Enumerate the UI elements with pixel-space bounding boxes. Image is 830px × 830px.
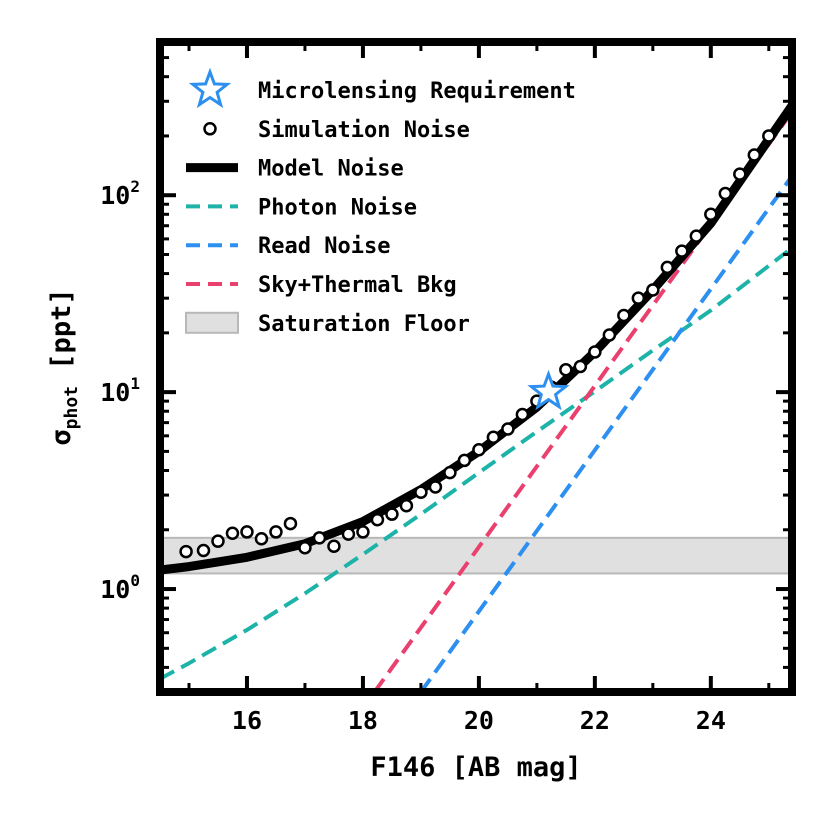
simulation-point (762, 129, 776, 143)
simulation-point (443, 465, 457, 480)
simulation-point (370, 512, 385, 527)
y-axis-label: σphot [ppt] (46, 288, 82, 445)
y-tick-label: 100 (100, 571, 140, 604)
simulation-point (646, 283, 660, 297)
legend-star-symbol (188, 67, 232, 109)
legend-item-requirement: Microlensing Requirement (188, 67, 576, 109)
y-tick-label: 102 (100, 177, 140, 210)
simulation-point (617, 308, 631, 323)
legend-label: Read Noise (258, 234, 390, 259)
simulation-point (240, 525, 254, 539)
axis-labels: F146 [AB mag] σphot [ppt] (46, 288, 582, 783)
simulation-point (515, 407, 530, 422)
simulation-point (269, 525, 283, 539)
x-tick-label: 20 (464, 706, 494, 735)
simulation-point (573, 359, 588, 374)
read-noise-line (419, 174, 792, 692)
legend-circle-symbol (203, 122, 217, 136)
legend-label: Microlensing Requirement (258, 79, 576, 104)
simulation-point (179, 544, 193, 559)
simulation-point (457, 453, 472, 468)
simulation-point (385, 507, 399, 521)
simulation-point (602, 328, 617, 342)
legend-label: Model Noise (258, 157, 404, 182)
legend-label: Photon Noise (258, 195, 417, 220)
simulation-point (428, 480, 443, 494)
simulation-point (341, 527, 356, 541)
simulation-point (718, 186, 733, 201)
simulation-point (196, 543, 211, 558)
legend-label: Saturation Floor (258, 312, 470, 337)
legend-item-photon: Photon Noise (186, 195, 417, 220)
y-tick-label: 101 (100, 374, 140, 407)
legend-item-model: Model Noise (186, 157, 404, 182)
legend-band-symbol (185, 311, 239, 334)
simulation-point (486, 430, 501, 445)
simulation-point (733, 167, 747, 181)
legend-item-floor: Saturation Floor (185, 311, 470, 337)
x-tick-label: 24 (696, 706, 726, 735)
photon-noise-line (160, 246, 792, 681)
plot-frame (156, 38, 796, 696)
x-tick-label: 22 (580, 706, 610, 735)
legend: Microlensing Requirement Simulation Noise… (185, 67, 576, 337)
x-tick-label: 16 (232, 706, 262, 735)
simulation-point (472, 442, 486, 457)
legend-item-sky: Sky+Thermal Bkg (186, 273, 457, 298)
simulation-point (356, 525, 370, 539)
marker-layer (179, 129, 776, 559)
simulation-point (327, 539, 341, 553)
x-axis-label: F146 [AB mag] (370, 752, 581, 783)
legend-label: Simulation Noise (258, 118, 470, 143)
microlensing-requirement-star (527, 369, 570, 411)
simulation-point (588, 345, 602, 359)
simulation-point (254, 532, 269, 546)
simulation-point (747, 148, 762, 162)
legend-item-read: Read Noise (186, 234, 390, 259)
simulation-point (298, 541, 312, 555)
simulation-point (283, 516, 298, 531)
legend-label: Sky+Thermal Bkg (258, 273, 457, 298)
axes-ticks: 16 18 20 22 24 100 101 102 (100, 40, 792, 735)
simulation-point (501, 422, 515, 436)
legend-item-simulation: Simulation Noise (203, 118, 470, 143)
simulation-point (399, 498, 414, 513)
simulation-point (211, 534, 225, 548)
x-tick-label: 18 (348, 706, 378, 735)
simulation-point (312, 531, 327, 545)
simulation-point (660, 260, 675, 275)
simulation-point (689, 229, 704, 243)
simulation-point (704, 207, 718, 222)
simulation-point (631, 291, 646, 305)
simulation-point (225, 526, 240, 541)
simulation-point (559, 362, 573, 377)
series-layer (160, 103, 792, 692)
simulation-point (414, 485, 428, 500)
model-noise-line (160, 103, 792, 575)
simulation-point (675, 244, 689, 258)
